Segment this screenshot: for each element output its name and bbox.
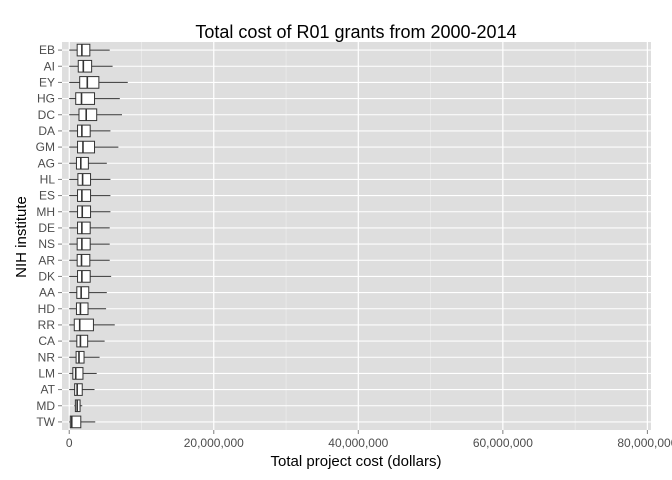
box-ns [76,237,91,251]
box-eb [76,43,91,57]
y-tick-label-da: DA [38,124,55,138]
box-hg [75,92,96,105]
box-gm [77,140,96,154]
y-tick-label-gm: GM [36,140,55,154]
box-lm [72,367,84,380]
y-tick-label-ns: NS [38,237,55,251]
y-tick-label-at: AT [41,383,56,397]
grid-lines [62,42,651,430]
y-tick-label-nr: NR [38,350,56,364]
x-tick-label: 20,000,000 [184,436,244,450]
box-es [77,189,92,202]
y-tick-label-hl: HL [40,172,56,186]
boxplot-ns [69,237,110,251]
y-tick-label-dc: DC [38,108,56,122]
panel-background [62,42,651,430]
boxplot-dk [69,270,112,283]
x-tick-label: 0 [66,436,73,450]
y-tick-label-rr: RR [38,318,56,332]
boxplot-aa [69,286,107,299]
boxplot-rr [69,318,115,332]
y-tick-label-es: ES [39,189,55,203]
boxplot-md [74,399,83,413]
box-ar [76,253,91,267]
box-dc [78,108,98,122]
boxplot-ey [69,76,128,89]
box-ca [76,334,89,348]
box-da [77,124,91,138]
box-aa [76,286,90,299]
boxplot-da [69,124,111,138]
box-hl [77,173,92,186]
boxplot-de [69,221,110,235]
y-axis-title: NIH institute [13,196,30,278]
box-at [74,383,83,396]
y-tick-label-aa: AA [39,286,55,300]
boxplot-tw [69,415,96,429]
y-tick-label-lm: LM [38,366,55,380]
boxplot-eb [69,43,110,57]
y-tick-label-ai: AI [44,59,55,73]
box-tw [69,415,82,429]
boxplot-ai [69,59,113,73]
boxplot-hg [69,92,120,105]
y-tick-label-ag: AG [38,156,55,170]
x-tick-label: 80,000,000 [617,436,672,450]
boxplot-at [69,383,95,396]
boxplot-mh [69,205,111,219]
y-tick-label-hd: HD [38,302,56,316]
chart-title: Total cost of R01 grants from 2000-2014 [195,22,516,42]
boxplot-ca [69,334,105,348]
x-tick-label: 40,000,000 [328,436,388,450]
boxplot-es [69,189,111,202]
plot-panel [62,42,651,430]
box-dk [77,270,91,283]
box-mh [77,205,92,219]
y-tick-label-ar: AR [38,253,55,267]
y-tick-label-ca: CA [38,334,55,348]
box-ai [77,59,93,73]
box-hd [75,302,89,316]
y-tick-label-dk: DK [38,269,55,283]
boxplot-nr [69,350,100,364]
box-nr [75,350,85,364]
box-ag [75,156,89,170]
x-axis-title: Total project cost (dollars) [271,453,442,470]
boxplot-lm [69,367,97,380]
boxplot-ag [69,156,107,170]
y-tick-label-hg: HG [37,92,55,106]
boxplot-dc [69,108,122,122]
y-tick-label-ey: EY [39,75,55,89]
boxplot-ar [69,253,110,267]
y-tick-label-md: MD [36,399,55,413]
axes: EB AI EY HG DC DA GM AG HL ES MH DE NS AR DK AA HD RR CA NR… [36,43,672,450]
y-tick-label-eb: EB [39,43,55,57]
x-tick-label: 60,000,000 [473,436,533,450]
boxplot-gm [69,140,119,154]
box-rr [73,318,94,332]
boxplot-hl [69,173,111,186]
boxplots [69,43,128,429]
y-tick-label-tw: TW [36,415,55,429]
box-ey [79,76,100,89]
boxplot-hd [69,302,107,316]
y-tick-label-de: DE [38,221,55,235]
y-tick-label-mh: MH [36,205,55,219]
box-de [77,221,91,235]
